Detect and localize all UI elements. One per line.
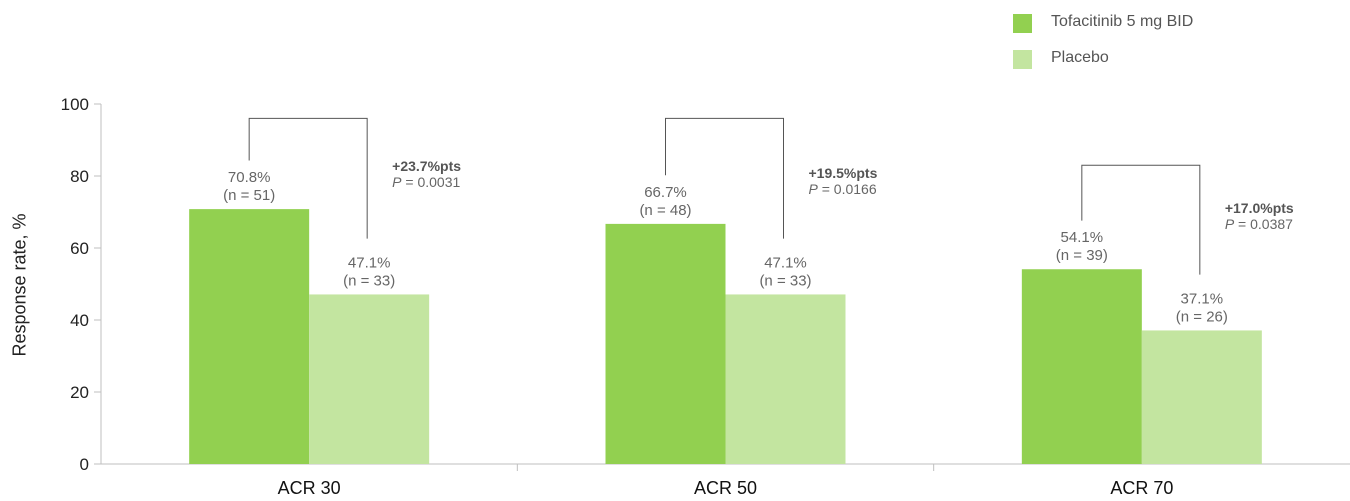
p-value-number: = 0.0387 bbox=[1234, 216, 1293, 232]
y-tick-label: 20 bbox=[70, 383, 89, 402]
comparison-bracket bbox=[248, 117, 368, 239]
legend-label-tofacitinib: Tofacitinib 5 mg BID bbox=[1051, 13, 1194, 30]
p-value-label: P = 0.0166 bbox=[809, 181, 878, 197]
legend-swatch-tofacitinib bbox=[1013, 14, 1032, 33]
data-label-percent: 37.1% bbox=[1181, 290, 1224, 307]
difference-label: +17.0%pts bbox=[1224, 200, 1294, 216]
data-label-n: (n = 51) bbox=[223, 187, 275, 204]
y-tick-label: 0 bbox=[80, 455, 89, 474]
data-label-n: (n = 33) bbox=[759, 272, 811, 289]
bar-tofacitinib bbox=[1021, 269, 1142, 464]
p-value-prefix: P bbox=[1224, 216, 1235, 232]
data-label-n: (n = 48) bbox=[639, 202, 691, 219]
comparison-annotation: +19.5%pts P = 0.0166 bbox=[809, 165, 878, 197]
bar-placebo bbox=[1141, 330, 1262, 464]
y-tick-label: 80 bbox=[70, 167, 89, 186]
p-value-prefix: P bbox=[392, 174, 402, 190]
legend-swatch-placebo bbox=[1013, 50, 1032, 69]
bar-placebo bbox=[309, 294, 430, 464]
comparison-annotation: +17.0%pts P = 0.0387 bbox=[1225, 200, 1294, 232]
p-value-label: P = 0.0387 bbox=[1225, 216, 1294, 232]
y-tick-label: 100 bbox=[61, 95, 89, 114]
data-label-n: (n = 26) bbox=[1176, 308, 1228, 325]
bar-tofacitinib bbox=[189, 209, 310, 464]
p-value-number: = 0.0031 bbox=[401, 174, 461, 190]
data-label-n: (n = 33) bbox=[343, 272, 395, 289]
data-label-percent: 47.1% bbox=[764, 254, 807, 271]
difference-label: +23.7%pts bbox=[392, 158, 462, 174]
x-tick-label: ACR 70 bbox=[1110, 478, 1173, 498]
comparison-annotation: +23.7%pts P = 0.0031 bbox=[392, 158, 461, 190]
bar-placebo bbox=[725, 294, 846, 464]
data-label-percent: 70.8% bbox=[228, 169, 271, 186]
p-value-label: P = 0.0031 bbox=[392, 174, 461, 190]
y-axis-label: Response rate, % bbox=[9, 213, 30, 357]
comparison-bracket bbox=[1081, 164, 1201, 275]
x-tick-label: ACR 30 bbox=[278, 478, 341, 498]
x-tick-label: ACR 50 bbox=[694, 478, 757, 498]
bar-tofacitinib bbox=[605, 223, 726, 464]
data-label-percent: 47.1% bbox=[348, 254, 391, 271]
comparison-bracket bbox=[665, 117, 784, 239]
y-tick-label: 40 bbox=[70, 311, 89, 330]
p-value-prefix: P bbox=[808, 181, 818, 197]
difference-label: +19.5%pts bbox=[808, 165, 878, 181]
p-value-number: = 0.0166 bbox=[817, 181, 877, 197]
data-label-percent: 54.1% bbox=[1061, 229, 1104, 246]
y-tick-label: 60 bbox=[70, 239, 89, 258]
data-label-percent: 66.7% bbox=[644, 184, 687, 201]
legend-label-placebo: Placebo bbox=[1051, 49, 1109, 66]
data-label-n: (n = 39) bbox=[1056, 247, 1108, 264]
